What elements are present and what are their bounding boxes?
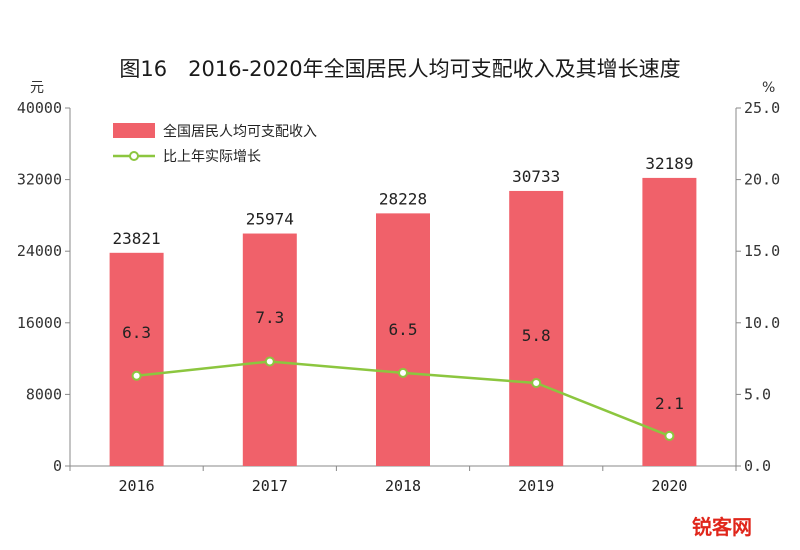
left-axis-unit: 元 — [30, 80, 44, 96]
left-tick-label: 8000 — [26, 385, 62, 403]
line-value-label: 6.5 — [389, 320, 418, 339]
line-point — [664, 430, 675, 441]
right-tick-label: 15.0 — [744, 242, 780, 260]
bar — [242, 233, 297, 466]
bar-value-label: 30733 — [512, 167, 560, 186]
chart-title: 图16 2016-2020年全国居民人均可支配收入及其增长速度 — [119, 57, 680, 81]
bar-value-label: 32189 — [645, 154, 693, 173]
x-tick-label: 2018 — [385, 477, 421, 495]
line-point — [264, 356, 275, 367]
x-tick-label: 2016 — [119, 477, 155, 495]
right-axis-unit: % — [762, 80, 775, 96]
bar-value-label: 23821 — [113, 229, 161, 248]
left-tick-label: 0 — [53, 457, 62, 475]
legend-line-marker — [129, 151, 139, 161]
right-tick-label: 0.0 — [744, 457, 771, 475]
line-point — [131, 370, 142, 381]
right-tick-label: 20.0 — [744, 171, 780, 189]
legend-bar-label: 全国居民人均可支配收入 — [163, 123, 317, 140]
bar-value-label: 28228 — [379, 189, 427, 208]
bar — [509, 190, 564, 467]
line-series: 6.3 7.3 6.5 5.8 2.1 — [122, 308, 684, 441]
line-value-label: 6.3 — [122, 323, 151, 342]
line-value-label: 5.8 — [522, 326, 551, 345]
x-tick-label: 2020 — [651, 477, 687, 495]
left-tick-label: 40000 — [17, 99, 62, 117]
x-tick-label: 2019 — [518, 477, 554, 495]
bar — [642, 177, 697, 466]
left-tick-label: 32000 — [17, 171, 62, 189]
legend-bar-swatch — [113, 123, 155, 138]
left-tick-label: 16000 — [17, 314, 62, 332]
line-point — [531, 377, 542, 388]
bar-series: 23821 25974 28228 30733 32189 — [109, 154, 697, 467]
right-tick-label: 10.0 — [744, 314, 780, 332]
x-tick-label: 2017 — [252, 477, 288, 495]
left-tick-label: 24000 — [17, 242, 62, 260]
line-value-label: 7.3 — [255, 308, 284, 327]
bar — [109, 252, 164, 466]
legend-line-label: 比上年实际增长 — [163, 149, 261, 165]
bar-value-label: 25974 — [246, 210, 294, 229]
line-value-label: 2.1 — [655, 394, 684, 413]
line-point — [398, 367, 408, 378]
axes: 0 8000 16000 24000 32000 40000 0.0 5.0 10.0 15.0 2… — [17, 99, 780, 495]
right-tick-label: 5.0 — [744, 385, 771, 403]
bar — [376, 213, 430, 466]
watermark-logo: 锐客网 — [692, 515, 752, 539]
right-tick-label: 25.0 — [744, 99, 780, 117]
